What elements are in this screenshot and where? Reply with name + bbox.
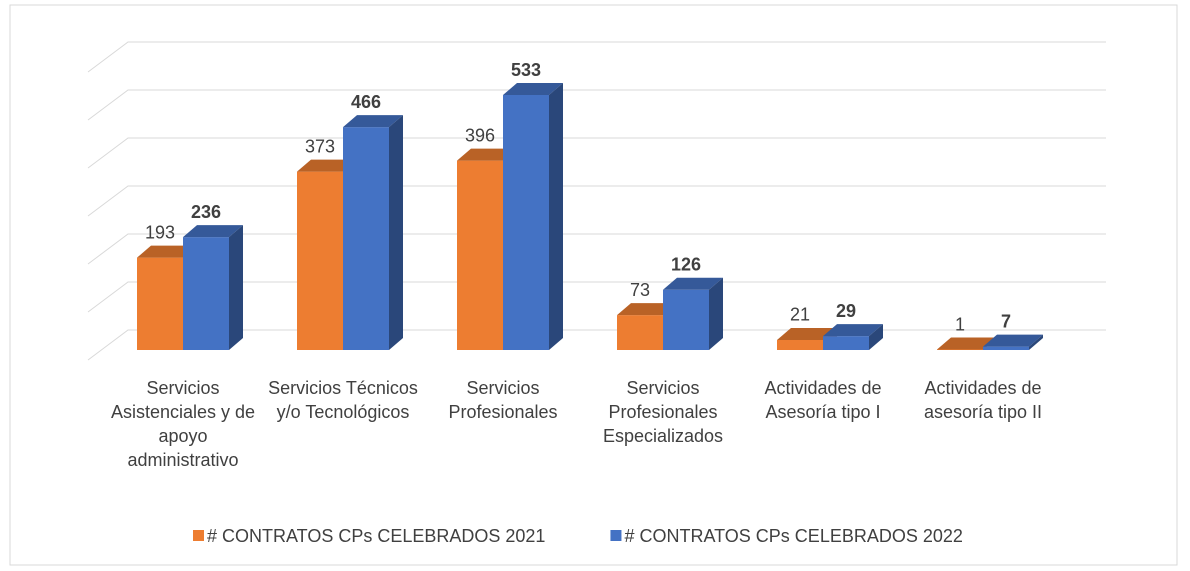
grid-line [87, 281, 1106, 313]
x-tick-label: Servicios Profesionales Especializados [602, 378, 724, 446]
data-label: 373 [305, 136, 335, 156]
data-label: 21 [790, 305, 810, 325]
bar-top [983, 334, 1043, 347]
data-label: 7 [1001, 311, 1011, 331]
bar [823, 324, 883, 350]
x-tick-label: Actividades de Asesoría tipo I [764, 378, 882, 422]
grid-line [87, 185, 1106, 217]
bar-top [937, 337, 997, 350]
chart-border [9, 4, 1178, 566]
bar-top [343, 115, 403, 128]
legend-swatch [610, 530, 622, 541]
bar-front [663, 289, 709, 350]
bar-front [503, 95, 549, 350]
bar [343, 115, 403, 350]
bar [983, 334, 1043, 350]
bar-top [777, 327, 837, 340]
data-label: 396 [465, 125, 495, 145]
bar-side [869, 324, 883, 350]
bar-side [229, 225, 243, 350]
x-tick-label: Servicios Asistenciales y de apoyo admin… [110, 378, 256, 470]
data-label: 126 [671, 254, 701, 274]
bar [503, 83, 563, 350]
grid-line [87, 89, 1106, 121]
data-label: 466 [351, 92, 381, 112]
bar-side [389, 115, 403, 350]
bar-front [457, 160, 503, 350]
legend-label: # CONTRATOS CPs CELEBRADOS 2022 [624, 526, 962, 546]
bar-front [183, 237, 229, 350]
bar-front [617, 315, 663, 350]
bar-front [297, 171, 343, 350]
bar-front [137, 257, 183, 350]
grid-line [87, 41, 1106, 73]
bar-top [617, 303, 677, 316]
legend-swatch [193, 530, 204, 541]
data-label: 29 [836, 301, 856, 321]
bar-front [343, 127, 389, 350]
bar-top [183, 225, 243, 238]
data-label: 73 [630, 280, 650, 300]
grid-line [87, 233, 1106, 265]
legend-label: # CONTRATOS CPs CELEBRADOS 2021 [207, 526, 545, 546]
grid-line [87, 329, 1106, 361]
bar-top [457, 148, 517, 161]
bar-top [503, 83, 563, 96]
bar-front [823, 336, 869, 350]
bar-front [983, 346, 1029, 350]
data-label: 236 [191, 202, 221, 222]
x-tick-label: Actividades de asesoría tipo II [923, 378, 1043, 422]
bar-top [663, 277, 723, 290]
x-tick-label: Servicios Profesionales [448, 378, 558, 422]
data-label: 533 [511, 60, 541, 80]
bar-side [709, 277, 723, 350]
bar-top [297, 159, 357, 172]
bar-top [823, 324, 883, 337]
bar-front [777, 339, 823, 350]
bar-side [1029, 334, 1043, 350]
bar-side [549, 83, 563, 350]
data-label: 1 [955, 314, 965, 334]
bar-top [137, 245, 197, 258]
bar [663, 277, 723, 350]
bar [183, 225, 243, 350]
grid-line [87, 137, 1106, 169]
data-label: 193 [145, 222, 175, 242]
x-tick-label: Servicios Técnicos y/o Tecnológicos [268, 378, 418, 422]
